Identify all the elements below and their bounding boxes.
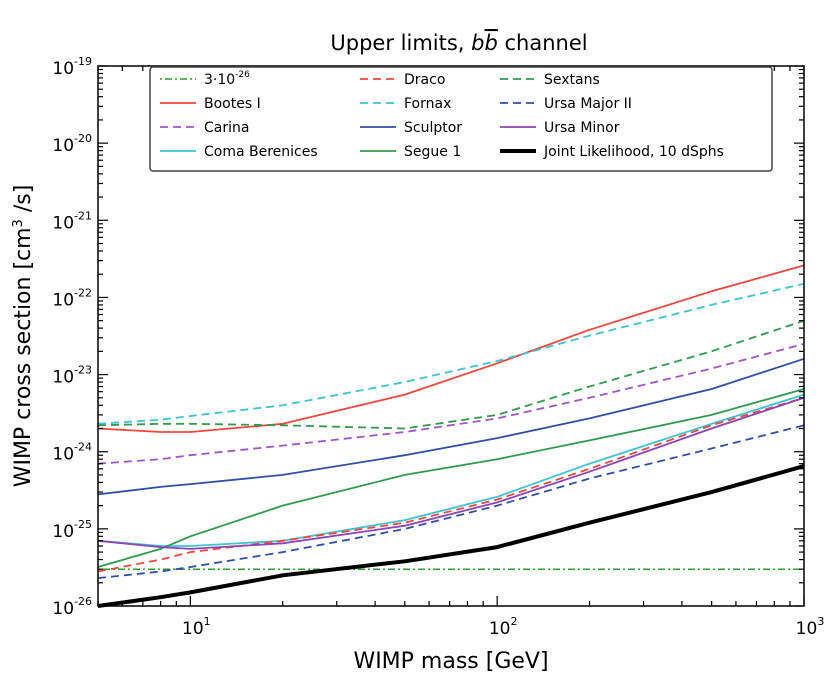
legend-label: Coma Berenices	[204, 144, 318, 160]
axes-frame	[97, 65, 805, 607]
legend-item-bootes-i: Bootes I	[160, 96, 261, 112]
series-line-sextans	[97, 319, 805, 430]
series-line-fornax	[97, 282, 805, 425]
y-axis-label: WIMP cross section [cm3 /s]	[11, 185, 36, 488]
y-tick-label: 10-25	[52, 518, 92, 542]
series-line-joint-likelihood-10-dsphs	[97, 464, 805, 608]
x-tick-label: 102	[489, 615, 518, 639]
y-tick-label: 10-20	[52, 132, 92, 156]
legend-label: 3·10-26	[204, 70, 250, 88]
legend-label: Sextans	[544, 72, 600, 88]
legend-label: Draco	[404, 72, 445, 88]
series-line-bootes-i	[97, 264, 805, 433]
chart-title: Upper limits, bb channel	[330, 31, 587, 55]
legend-label: Segue 1	[404, 144, 461, 160]
x-tick-label: 103	[796, 615, 825, 639]
y-tick-label: 10-23	[52, 364, 92, 388]
plot-area	[97, 264, 805, 608]
legend-label: Sculptor	[404, 120, 462, 136]
x-tick-label: 101	[182, 615, 211, 639]
series-line-ursa-minor	[97, 396, 805, 550]
legend-item-sculptor: Sculptor	[360, 120, 462, 136]
y-tick-label: 10-19	[52, 55, 92, 79]
legend-label: Bootes I	[204, 96, 261, 112]
series-line-ursa-major-ii	[97, 424, 805, 579]
series-line-sculptor	[97, 357, 805, 496]
legend-label: Joint Likelihood, 10 dSphs	[543, 144, 724, 160]
legend-item-ursa-major-ii: Ursa Major II	[500, 96, 632, 112]
legend-item-3-10: 3·10-26	[160, 70, 250, 88]
y-tick-label: 10-22	[52, 286, 92, 310]
legend-item-ursa-minor: Ursa Minor	[500, 120, 620, 136]
series-line-draco	[97, 396, 805, 573]
legend-item-coma-berenices: Coma Berenices	[160, 144, 318, 160]
legend-label: Ursa Minor	[544, 120, 620, 136]
y-tick-label: 10-21	[52, 209, 92, 233]
legend-item-fornax: Fornax	[360, 96, 451, 112]
x-axis-label: WIMP mass [GeV]	[353, 649, 548, 674]
legend-item-segue-1: Segue 1	[360, 144, 461, 160]
series-line-coma-berenices	[97, 393, 805, 547]
series-line-segue-1	[97, 388, 805, 568]
legend-label: Ursa Major II	[544, 96, 632, 112]
legend-item-carina: Carina	[160, 120, 249, 136]
legend-box	[149, 66, 773, 172]
legend-label: Fornax	[404, 96, 451, 112]
legend: 3·10-26 Bootes I Carina Coma Berenices Draco…	[149, 66, 773, 172]
legend-label: Carina	[204, 120, 249, 136]
y-tick-label: 10-26	[52, 595, 92, 619]
series-line-carina	[97, 343, 805, 465]
legend-item-sextans: Sextans	[500, 72, 600, 88]
legend-item-joint-likelihood-10-dsphs: Joint Likelihood, 10 dSphs	[500, 144, 724, 160]
y-tick-label: 10-24	[52, 441, 92, 465]
tick-labels: 101 102 103 10-26 10-25 10-24 10-23 10-22 10-21 1…	[52, 55, 824, 639]
legend-item-draco: Draco	[360, 72, 445, 88]
